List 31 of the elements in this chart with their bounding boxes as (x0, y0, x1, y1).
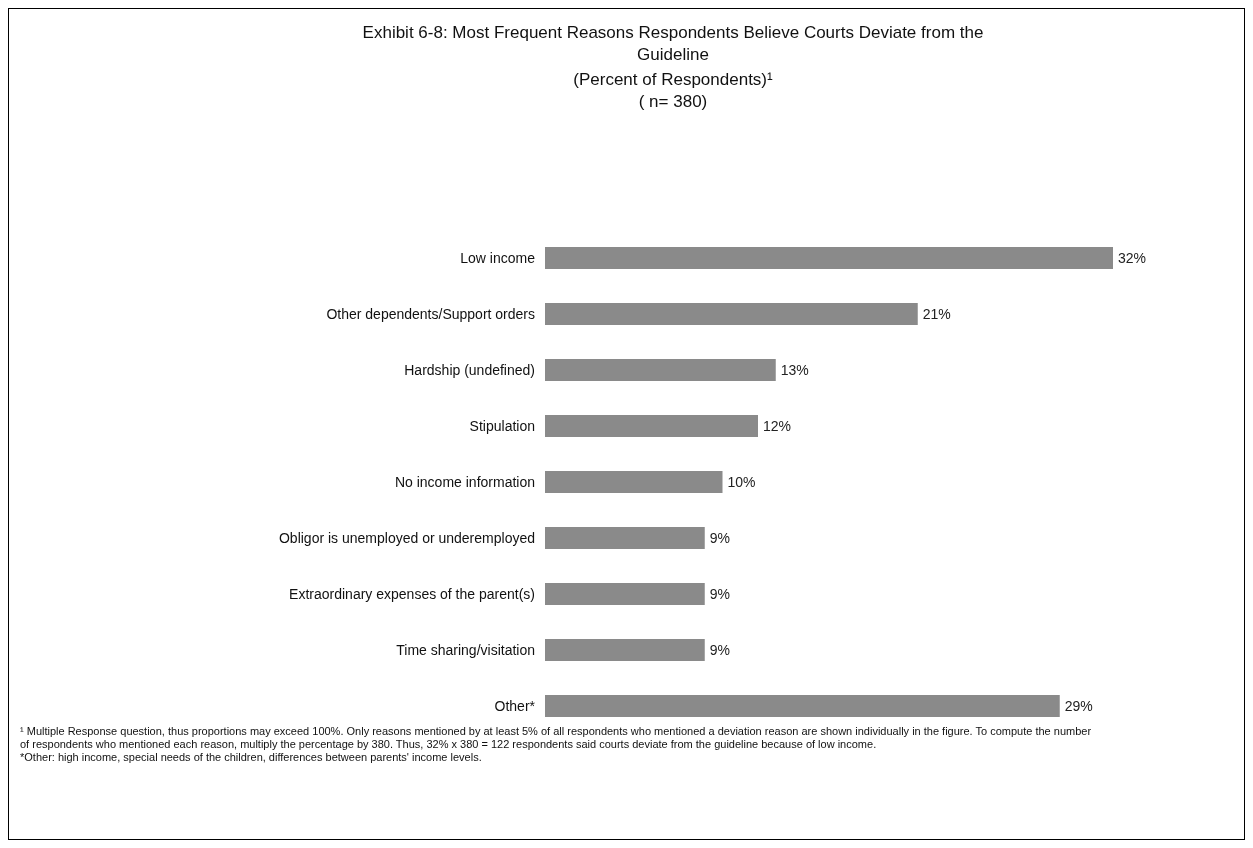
data-label: 32% (1118, 249, 1147, 266)
bar (545, 247, 1113, 269)
y-tick-label: Stipulation (469, 417, 535, 434)
data-label: 10% (727, 473, 756, 490)
data-label: 13% (780, 361, 809, 378)
data-label: 29% (1064, 697, 1093, 714)
y-tick-label: Low income (460, 249, 536, 266)
y-tick-label: No income information (394, 473, 535, 490)
bar (545, 639, 705, 661)
bar (545, 527, 705, 549)
bar (545, 471, 723, 493)
chart-title: Exhibit 6-8: Most Frequent Reasons Respondents Believe Courts Deviate from the Guideline (362, 23, 984, 64)
data-label: 9% (709, 641, 730, 658)
y-tick-label: Other dependents/Support orders (326, 305, 535, 322)
data-label: 9% (709, 585, 730, 602)
data-label: 9% (709, 529, 730, 546)
data-label: 21% (922, 305, 951, 322)
bar (545, 695, 1060, 717)
y-tick-label: Obligor is unemployed or underemployed (278, 529, 535, 546)
y-tick-label: Extraordinary expenses of the parent(s) (289, 585, 535, 602)
chart-subtitle: (Percent of Respondents)¹ ( n= 380) (573, 70, 774, 111)
y-tick-label: Hardship (undefined) (404, 361, 535, 378)
y-tick-label: Other* (494, 697, 536, 714)
bar (545, 583, 705, 605)
annotation: ¹ Multiple Response question, thus proportions may exceed 100%. Only reasons mentioned by at least 5% of all respondents who mentioned a deviation reason are shown individually in the figure. To compute the number of respondents who mentioned each reason, multiply the percentage by 380. Thus, 32% x 380 = 122 respondents said courts deviate from the guideline because of low income. (20, 725, 1092, 750)
data-label: 12% (763, 417, 792, 434)
bar (545, 303, 918, 325)
bar (545, 359, 776, 381)
y-tick-label: Time sharing/visitation (396, 641, 535, 658)
bar (545, 415, 758, 437)
text: *Other: high income, special needs of the children, differences between parents' income levels. (20, 751, 482, 763)
